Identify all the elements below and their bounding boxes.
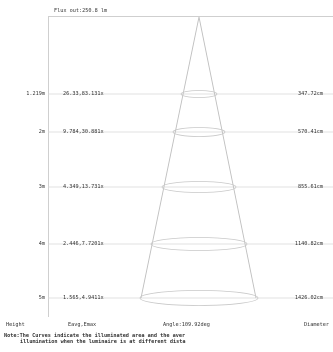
height-column-label: Height [6, 322, 25, 328]
flux-label: Flux out:250.8 lm [54, 8, 108, 14]
lux-label-3: 4.349,13.731x [63, 184, 104, 190]
height-label-2: 2m [38, 129, 45, 135]
lux-label-5: 1.565,4.9411x [63, 295, 104, 301]
lux-label-4: 2.446,7.7201x [63, 241, 104, 247]
height-label-1: 1.219m [26, 91, 45, 97]
diagram-frame [48, 16, 333, 317]
diameter-label-1: 347.72cm [298, 91, 323, 97]
beam-ellipse-1 [180, 90, 218, 98]
note: Note:The Curves indicate the illuminated… [4, 333, 186, 345]
lux-label-1: 26.33,83.131x [63, 91, 104, 97]
note-line-2: illumination when the luminaire is at di… [20, 339, 186, 345]
diameter-label-3: 855.61cm [298, 184, 323, 190]
height-label-5: 5m [38, 295, 45, 301]
beam-ellipse-5 [139, 290, 259, 306]
diameter-label-4: 1140.82cm [294, 241, 323, 247]
diameter-column-label: Diameter [304, 322, 329, 328]
cone-edge-right [198, 16, 257, 299]
note-prefix: Note: [4, 333, 20, 339]
diameter-label-5: 1426.02cm [294, 295, 323, 301]
beam-ellipse-3 [161, 181, 237, 193]
note-line-1: The Curves indicate the illuminated area… [19, 333, 186, 339]
cone-edge-left [140, 16, 200, 299]
beam-angle-label: Angle:109.92deg [163, 322, 210, 328]
beam-ellipse-2 [172, 127, 226, 137]
lux-column-label: Eavg,Emax [68, 322, 97, 328]
height-label-4: 4m [38, 241, 45, 247]
beam-ellipse-4 [150, 237, 248, 251]
lux-label-2: 9.784,30.881x [63, 129, 104, 135]
height-label-3: 3m [38, 184, 45, 190]
diameter-label-2: 570.41cm [298, 129, 323, 135]
